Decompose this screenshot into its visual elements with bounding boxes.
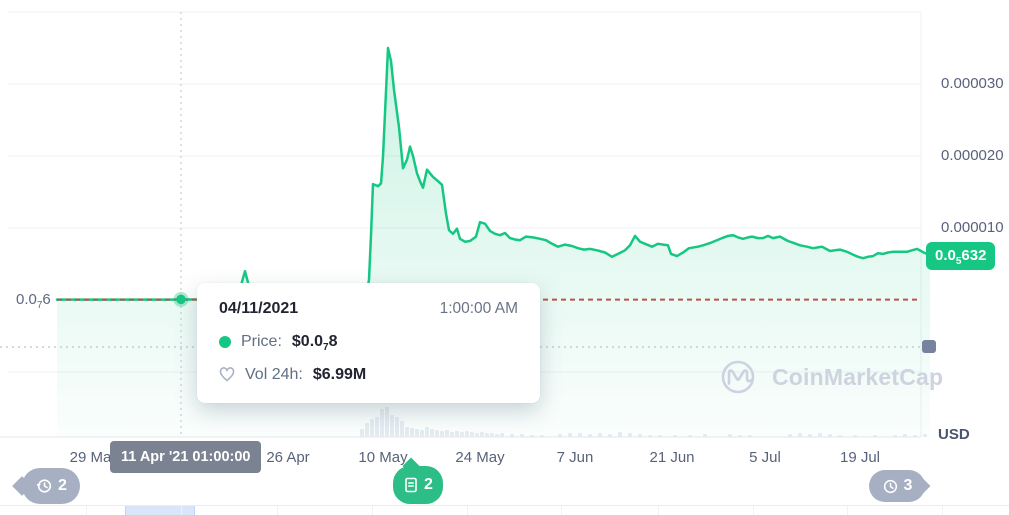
x-axis-tick: 5 Jul [749, 449, 781, 466]
range-selector-divider [753, 506, 754, 515]
heart-icon [219, 367, 235, 382]
x-axis-tick: 24 May [455, 449, 505, 466]
history-annotation-right[interactable]: 3 [869, 470, 931, 502]
range-selector-divider [847, 506, 848, 515]
price-line [55, 46, 932, 301]
tooltip-volume-label: Vol 24h: [245, 366, 303, 383]
reference-price-label: 0.076 [16, 291, 51, 311]
news-annotation[interactable]: 2 [393, 457, 443, 504]
price-series-dot-icon [219, 336, 231, 348]
currency-label: USD [938, 426, 970, 443]
price-badge-pre: 0.0 [935, 247, 956, 264]
tooltip-time: 1:00:00 AM [439, 300, 518, 317]
range-selector-divider [561, 506, 562, 515]
tooltip-date: 04/11/2021 [219, 300, 299, 317]
chart-tooltip: 04/11/2021 1:00:00 AM Price: $0.078 Vol … [197, 283, 540, 403]
x-axis-tick: 26 Apr [266, 449, 310, 466]
y-axis-tick: 0.000030 [941, 75, 1004, 92]
ref-label-sub: 7 [36, 300, 43, 311]
tooltip-volume-row: Vol 24h: $6.99M [219, 366, 518, 384]
range-selector-divider [86, 506, 87, 515]
range-selector-divider [181, 506, 182, 515]
document-icon [405, 477, 417, 493]
clock-icon [883, 479, 897, 493]
coinmarketcap-logo-icon [721, 360, 755, 394]
hovered-date-badge: 11 Apr '21 01:00:00 [110, 441, 262, 473]
x-axis-tick: 29 Mar [69, 449, 117, 466]
range-selector-divider [277, 506, 278, 515]
tooltip-price-post: 8 [328, 333, 338, 350]
range-selector-divider [942, 506, 943, 515]
ref-label-post: 6 [42, 291, 51, 308]
tooltip-volume-value: $6.99M [312, 366, 367, 383]
tooltip-price-row: Price: $0.078 [219, 333, 518, 353]
drag-handle[interactable] [922, 340, 936, 353]
x-axis-tick: 19 Jul [839, 449, 881, 466]
price-badge-sub: 5 [955, 256, 962, 267]
y-axis-tick: 0.000010 [941, 219, 1004, 236]
tooltip-price-pre: $0.0 [291, 333, 324, 350]
ref-label-pre: 0.0 [16, 291, 37, 308]
tooltip-price-sub: 7 [323, 342, 329, 353]
tooltip-price-label: Price: [241, 333, 282, 350]
watermark: CoinMarketCap [716, 355, 943, 399]
x-axis-tick: 7 Jun [556, 449, 594, 466]
history-left-count: 2 [58, 477, 67, 494]
x-axis-tick: 21 Jun [649, 449, 695, 466]
x-axis-tick: 10 May [358, 449, 408, 466]
news-count: 2 [424, 476, 433, 493]
history-clock-icon [36, 479, 52, 493]
range-selector[interactable] [0, 505, 1009, 515]
tooltip-price-value: $0.078 [291, 333, 338, 353]
range-selector-divider [658, 506, 659, 515]
range-selection[interactable] [125, 506, 195, 515]
range-selector-divider [372, 506, 373, 515]
y-axis-tick: 0.000020 [941, 147, 1004, 164]
history-right-count: 3 [903, 477, 913, 494]
hover-point-marker [173, 291, 189, 307]
history-annotation-left[interactable]: 2 [12, 467, 82, 505]
range-selector-divider [467, 506, 468, 515]
watermark-text: CoinMarketCap [772, 363, 944, 390]
current-price-badge: 0.05632 [926, 242, 996, 270]
price-badge-post: 632 [961, 247, 987, 264]
